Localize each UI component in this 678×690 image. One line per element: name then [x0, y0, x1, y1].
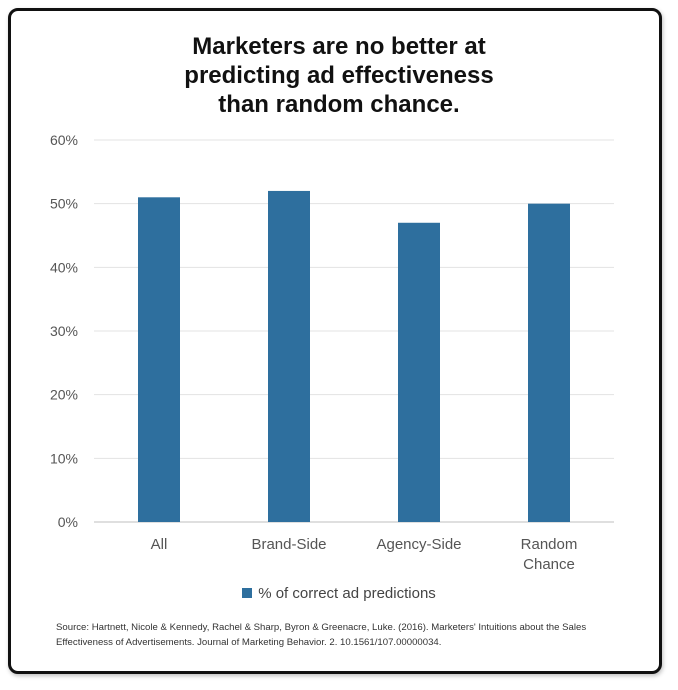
x-axis-ticks: All Brand-Side Agency-Side Random Chance — [151, 536, 578, 573]
legend-swatch — [242, 588, 253, 598]
bar — [398, 222, 440, 522]
source-citation: Source: Hartnett, Nicole & Kennedy, Rach… — [56, 622, 587, 648]
y-tick-label: 0% — [58, 514, 78, 530]
chart-title: Marketers are no better at predicting ad… — [184, 33, 494, 118]
bar — [138, 197, 180, 523]
x-tick-label: All — [151, 536, 168, 553]
bar — [268, 190, 310, 522]
x-tick-label: Random Chance — [521, 536, 578, 573]
y-tick-label: 10% — [50, 450, 78, 466]
gridlines — [94, 139, 614, 523]
y-tick-label: 40% — [50, 259, 78, 275]
bars — [138, 190, 570, 523]
y-tick-label: 50% — [50, 196, 78, 212]
legend-label: % of correct ad predictions — [258, 585, 436, 602]
x-tick-label: Agency-Side — [376, 536, 461, 553]
bar — [528, 203, 570, 522]
y-tick-label: 20% — [50, 387, 78, 403]
y-axis-ticks: 0% 10% 20% 30% 40% 50% 60% — [50, 132, 78, 530]
y-tick-label: 30% — [50, 323, 78, 339]
x-tick-label: Brand-Side — [251, 536, 326, 553]
y-tick-label: 60% — [50, 132, 78, 148]
legend: % of correct ad predictions — [0, 585, 678, 602]
